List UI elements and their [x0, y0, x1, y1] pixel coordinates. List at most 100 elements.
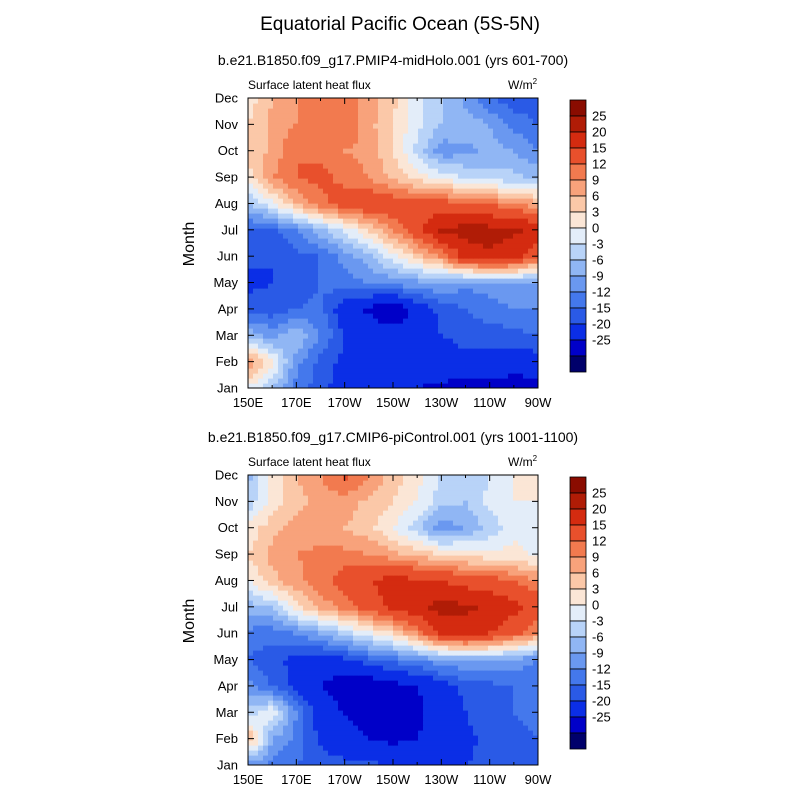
- heatmap-cell: [358, 735, 364, 741]
- heatmap-cell: [293, 655, 299, 661]
- heatmap-cell: [463, 178, 469, 184]
- heatmap-cell: [428, 293, 434, 299]
- heatmap-cell: [378, 248, 384, 254]
- heatmap-cell: [443, 700, 449, 706]
- heatmap-cell: [383, 308, 389, 314]
- heatmap-cell: [333, 213, 339, 219]
- heatmap-cell: [278, 358, 284, 364]
- heatmap-cell: [268, 343, 274, 349]
- heatmap-cell: [443, 128, 449, 134]
- heatmap-cell: [318, 745, 324, 751]
- heatmap-cell: [278, 118, 284, 124]
- heatmap-cell: [498, 263, 504, 269]
- heatmap-cell: [348, 253, 354, 259]
- heatmap-cell: [423, 740, 429, 746]
- heatmap-cell: [373, 730, 379, 736]
- heatmap-cell: [463, 153, 469, 159]
- heatmap-cell: [483, 338, 489, 344]
- heatmap-cell: [303, 323, 309, 329]
- heatmap-cell: [313, 700, 319, 706]
- heatmap-cell: [323, 665, 329, 671]
- heatmap-cell: [313, 760, 319, 765]
- heatmap-cell: [433, 383, 439, 388]
- heatmap-cell: [313, 383, 319, 388]
- heatmap-cell: [283, 158, 289, 164]
- heatmap-cell: [308, 730, 314, 736]
- heatmap-cell: [358, 148, 364, 154]
- heatmap-cell: [383, 163, 389, 169]
- heatmap-cell: [248, 363, 254, 369]
- heatmap-cell: [318, 178, 324, 184]
- heatmap-cell: [313, 343, 319, 349]
- heatmap-cell: [513, 238, 519, 244]
- heatmap-cell: [263, 655, 269, 661]
- heatmap-cell: [488, 730, 494, 736]
- heatmap-cell: [478, 128, 484, 134]
- heatmap-cell: [263, 233, 269, 239]
- heatmap-cell: [333, 218, 339, 224]
- heatmap-cell: [388, 353, 394, 359]
- heatmap-cell: [513, 218, 519, 224]
- heatmap-cell: [298, 720, 304, 726]
- heatmap-cell: [273, 193, 279, 199]
- heatmap-cell: [343, 685, 349, 691]
- heatmap-cell: [288, 148, 294, 154]
- heatmap-cell: [343, 273, 349, 279]
- heatmap-cell: [298, 233, 304, 239]
- heatmap-cell: [273, 323, 279, 329]
- heatmap-cell: [493, 383, 499, 388]
- heatmap-cell: [368, 308, 374, 314]
- colorbar-label: 9: [592, 173, 599, 188]
- heatmap-cell: [443, 263, 449, 269]
- heatmap-cell: [363, 293, 369, 299]
- heatmap-cell: [358, 123, 364, 129]
- heatmap-cell: [503, 303, 509, 309]
- heatmap-cell: [488, 108, 494, 114]
- heatmap-cell: [438, 303, 444, 309]
- heatmap-cell: [338, 138, 344, 144]
- heatmap-cell: [483, 258, 489, 264]
- heatmap-cell: [468, 158, 474, 164]
- heatmap-cell: [328, 178, 334, 184]
- heatmap-cell: [433, 298, 439, 304]
- heatmap-cell: [458, 755, 464, 761]
- heatmap-cell: [323, 138, 329, 144]
- heatmap-cell: [323, 660, 329, 666]
- heatmap-cell: [398, 188, 404, 194]
- heatmap-cell: [263, 343, 269, 349]
- heatmap-cell: [473, 303, 479, 309]
- heatmap-cell: [268, 288, 274, 294]
- heatmap-cell: [308, 338, 314, 344]
- heatmap-cell: [303, 645, 309, 651]
- heatmap-cell: [338, 173, 344, 179]
- heatmap-cell: [383, 725, 389, 731]
- heatmap-cell: [518, 368, 524, 374]
- heatmap-cell: [343, 253, 349, 259]
- heatmap-cell: [488, 755, 494, 761]
- heatmap-cell: [518, 133, 524, 139]
- heatmap-cell: [398, 238, 404, 244]
- heatmap-cell: [403, 98, 409, 104]
- heatmap-cell: [423, 203, 429, 209]
- heatmap-cell: [273, 153, 279, 159]
- heatmap-cell: [513, 323, 519, 329]
- heatmap-cell: [283, 263, 289, 269]
- heatmap-cell: [473, 373, 479, 379]
- heatmap-cell: [258, 228, 264, 234]
- heatmap-cell: [323, 288, 329, 294]
- heatmap-cell: [413, 183, 419, 189]
- heatmap-cell: [413, 103, 419, 109]
- heatmap-cell: [283, 268, 289, 274]
- heatmap-cell: [513, 258, 519, 264]
- heatmap-cell: [408, 123, 414, 129]
- heatmap-cell: [293, 720, 299, 726]
- heatmap-cell: [433, 243, 439, 249]
- heatmap-cell: [253, 283, 259, 289]
- heatmap-cell: [328, 283, 334, 289]
- heatmap-cell: [368, 198, 374, 204]
- heatmap-cell: [438, 655, 444, 661]
- heatmap-cell: [258, 338, 264, 344]
- heatmap-cell: [498, 363, 504, 369]
- heatmap-cell: [403, 113, 409, 119]
- heatmap-cell: [433, 645, 439, 651]
